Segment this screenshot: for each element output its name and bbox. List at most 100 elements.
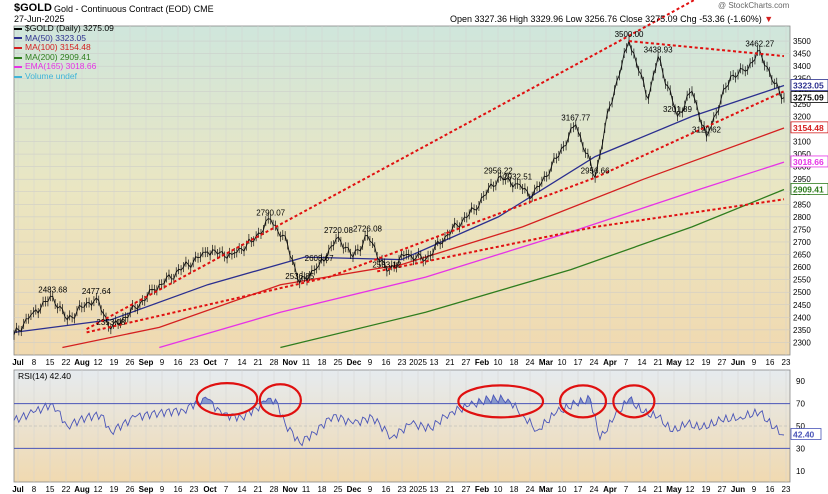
x-tick-label: 15 bbox=[46, 485, 55, 494]
rsi-highlight-circle bbox=[195, 382, 259, 417]
x-tick-label: Apr bbox=[603, 485, 617, 494]
x-tick-label: 8 bbox=[32, 485, 37, 494]
x-tick-label: 18 bbox=[510, 358, 519, 367]
trendline bbox=[86, 0, 697, 330]
x-tick-label: 24 bbox=[526, 358, 535, 367]
price-tick-label: 2800 bbox=[793, 213, 811, 222]
legend-swatch bbox=[14, 56, 22, 59]
price-annotation: 2353.08 bbox=[96, 318, 125, 327]
x-tick-label: 13 bbox=[430, 358, 439, 367]
rsi-value: 42.40 bbox=[793, 430, 815, 440]
price-tick-label: 2600 bbox=[793, 263, 811, 272]
x-tick-label: Aug bbox=[74, 358, 90, 367]
rsi-highlight-circle bbox=[258, 383, 302, 418]
price-annotation: 2608.67 bbox=[305, 254, 334, 263]
x-tick-label: 27 bbox=[462, 358, 471, 367]
x-tick-label: 18 bbox=[510, 485, 519, 494]
price-tick-label: 2850 bbox=[793, 200, 811, 209]
x-tick-label: Feb bbox=[475, 485, 489, 494]
price-tick-label: 2700 bbox=[793, 238, 811, 247]
legend-swatch bbox=[14, 66, 22, 69]
x-tick-label: 21 bbox=[254, 485, 263, 494]
value-box-label: 3323.05 bbox=[793, 81, 824, 91]
x-tick-label: 19 bbox=[702, 485, 711, 494]
price-annotation: 2720.08 bbox=[324, 226, 353, 235]
x-tick-label: 23 bbox=[398, 358, 407, 367]
x-tick-label: 11 bbox=[302, 358, 311, 367]
chart-name: Gold - Continuous Contract (EOD) CME bbox=[54, 4, 214, 14]
value-box bbox=[790, 91, 828, 103]
x-tick-label: 28 bbox=[270, 358, 279, 367]
price-tick-label: 2300 bbox=[793, 338, 811, 347]
legend-swatch bbox=[14, 37, 22, 40]
rsi-title: RSI(14) 42.40 bbox=[18, 371, 71, 381]
x-tick-label: 22 bbox=[62, 485, 71, 494]
price-tick-label: 2950 bbox=[793, 175, 811, 184]
rsi-highlight-circle bbox=[612, 384, 656, 419]
x-tick-label: Jun bbox=[731, 358, 745, 367]
x-tick-label: 12 bbox=[686, 358, 695, 367]
price-tick-label: 2400 bbox=[793, 313, 811, 322]
x-tick-label: 22 bbox=[62, 358, 71, 367]
x-tick-label: Oct bbox=[203, 358, 217, 367]
x-tick-label: 10 bbox=[494, 485, 503, 494]
x-tick-label: 25 bbox=[334, 485, 343, 494]
price-tick-label: 3100 bbox=[793, 138, 811, 147]
x-tick-label: 9 bbox=[160, 358, 165, 367]
x-tick-label: 12 bbox=[94, 485, 103, 494]
value-box-label: 3154.48 bbox=[793, 123, 824, 133]
x-tick-label: 8 bbox=[32, 358, 37, 367]
ma100-line bbox=[62, 127, 785, 349]
x-tick-label: May bbox=[666, 358, 682, 367]
legend-label: EMA(165) 3018.66 bbox=[25, 61, 97, 72]
x-tick-label: Jun bbox=[731, 485, 745, 494]
x-tick-label: 27 bbox=[462, 485, 471, 494]
x-tick-label: 27 bbox=[718, 358, 727, 367]
x-tick-label: 21 bbox=[654, 358, 663, 367]
x-tick-label: 7 bbox=[224, 485, 229, 494]
x-tick-label: 11 bbox=[302, 485, 311, 494]
x-tick-label: 15 bbox=[46, 358, 55, 367]
price-annotation: 2956.22 bbox=[484, 167, 513, 176]
x-tick-label: Feb bbox=[475, 358, 489, 367]
price-annotation: 2477.64 bbox=[82, 287, 111, 296]
rsi-tick-label: 70 bbox=[796, 400, 805, 409]
x-tick-label: 24 bbox=[526, 485, 535, 494]
x-tick-label: 27 bbox=[718, 485, 727, 494]
x-tick-label: 24 bbox=[590, 358, 599, 367]
legend-label: Volume undef bbox=[25, 70, 77, 81]
x-tick-label: 7 bbox=[624, 358, 629, 367]
x-tick-label: 9 bbox=[752, 358, 757, 367]
price-annotation: 3201.89 bbox=[663, 105, 692, 114]
x-tick-label: 2025 bbox=[409, 485, 427, 494]
legend-entry: Volume undef bbox=[14, 70, 114, 82]
rsi-tick-label: 30 bbox=[796, 444, 805, 453]
price-annotation: 2483.68 bbox=[38, 285, 67, 294]
x-tick-label: 18 bbox=[318, 358, 327, 367]
price-annotation: 3500.00 bbox=[615, 30, 644, 39]
x-tick-label: 17 bbox=[574, 358, 583, 367]
x-tick-label: 26 bbox=[126, 485, 135, 494]
price-tick-label: 2350 bbox=[793, 326, 811, 335]
rsi-overbought-fill bbox=[14, 395, 784, 404]
value-box-label: 2909.41 bbox=[793, 184, 824, 194]
x-tick-label: 14 bbox=[238, 485, 247, 494]
rsi-tick-label: 90 bbox=[796, 377, 805, 386]
value-box bbox=[790, 155, 828, 168]
x-tick-label: 14 bbox=[238, 358, 247, 367]
x-tick-label: 21 bbox=[254, 358, 263, 367]
x-tick-label: 14 bbox=[638, 358, 647, 367]
price-tick-label: 2500 bbox=[793, 288, 811, 297]
x-tick-label: 25 bbox=[334, 358, 343, 367]
x-tick-label: 17 bbox=[574, 485, 583, 494]
x-tick-label: Sep bbox=[139, 485, 154, 494]
x-tick-label: Apr bbox=[603, 358, 617, 367]
x-tick-label: 12 bbox=[686, 485, 695, 494]
x-tick-label: Aug bbox=[74, 485, 90, 494]
ohlc-readout: Open 3327.36 High 3329.96 Low 3256.76 Cl… bbox=[450, 14, 774, 24]
x-tick-label: Nov bbox=[282, 358, 298, 367]
x-tick-label: 16 bbox=[766, 358, 775, 367]
x-tick-label: 21 bbox=[446, 485, 455, 494]
price-annotation: 3438.93 bbox=[644, 46, 673, 55]
